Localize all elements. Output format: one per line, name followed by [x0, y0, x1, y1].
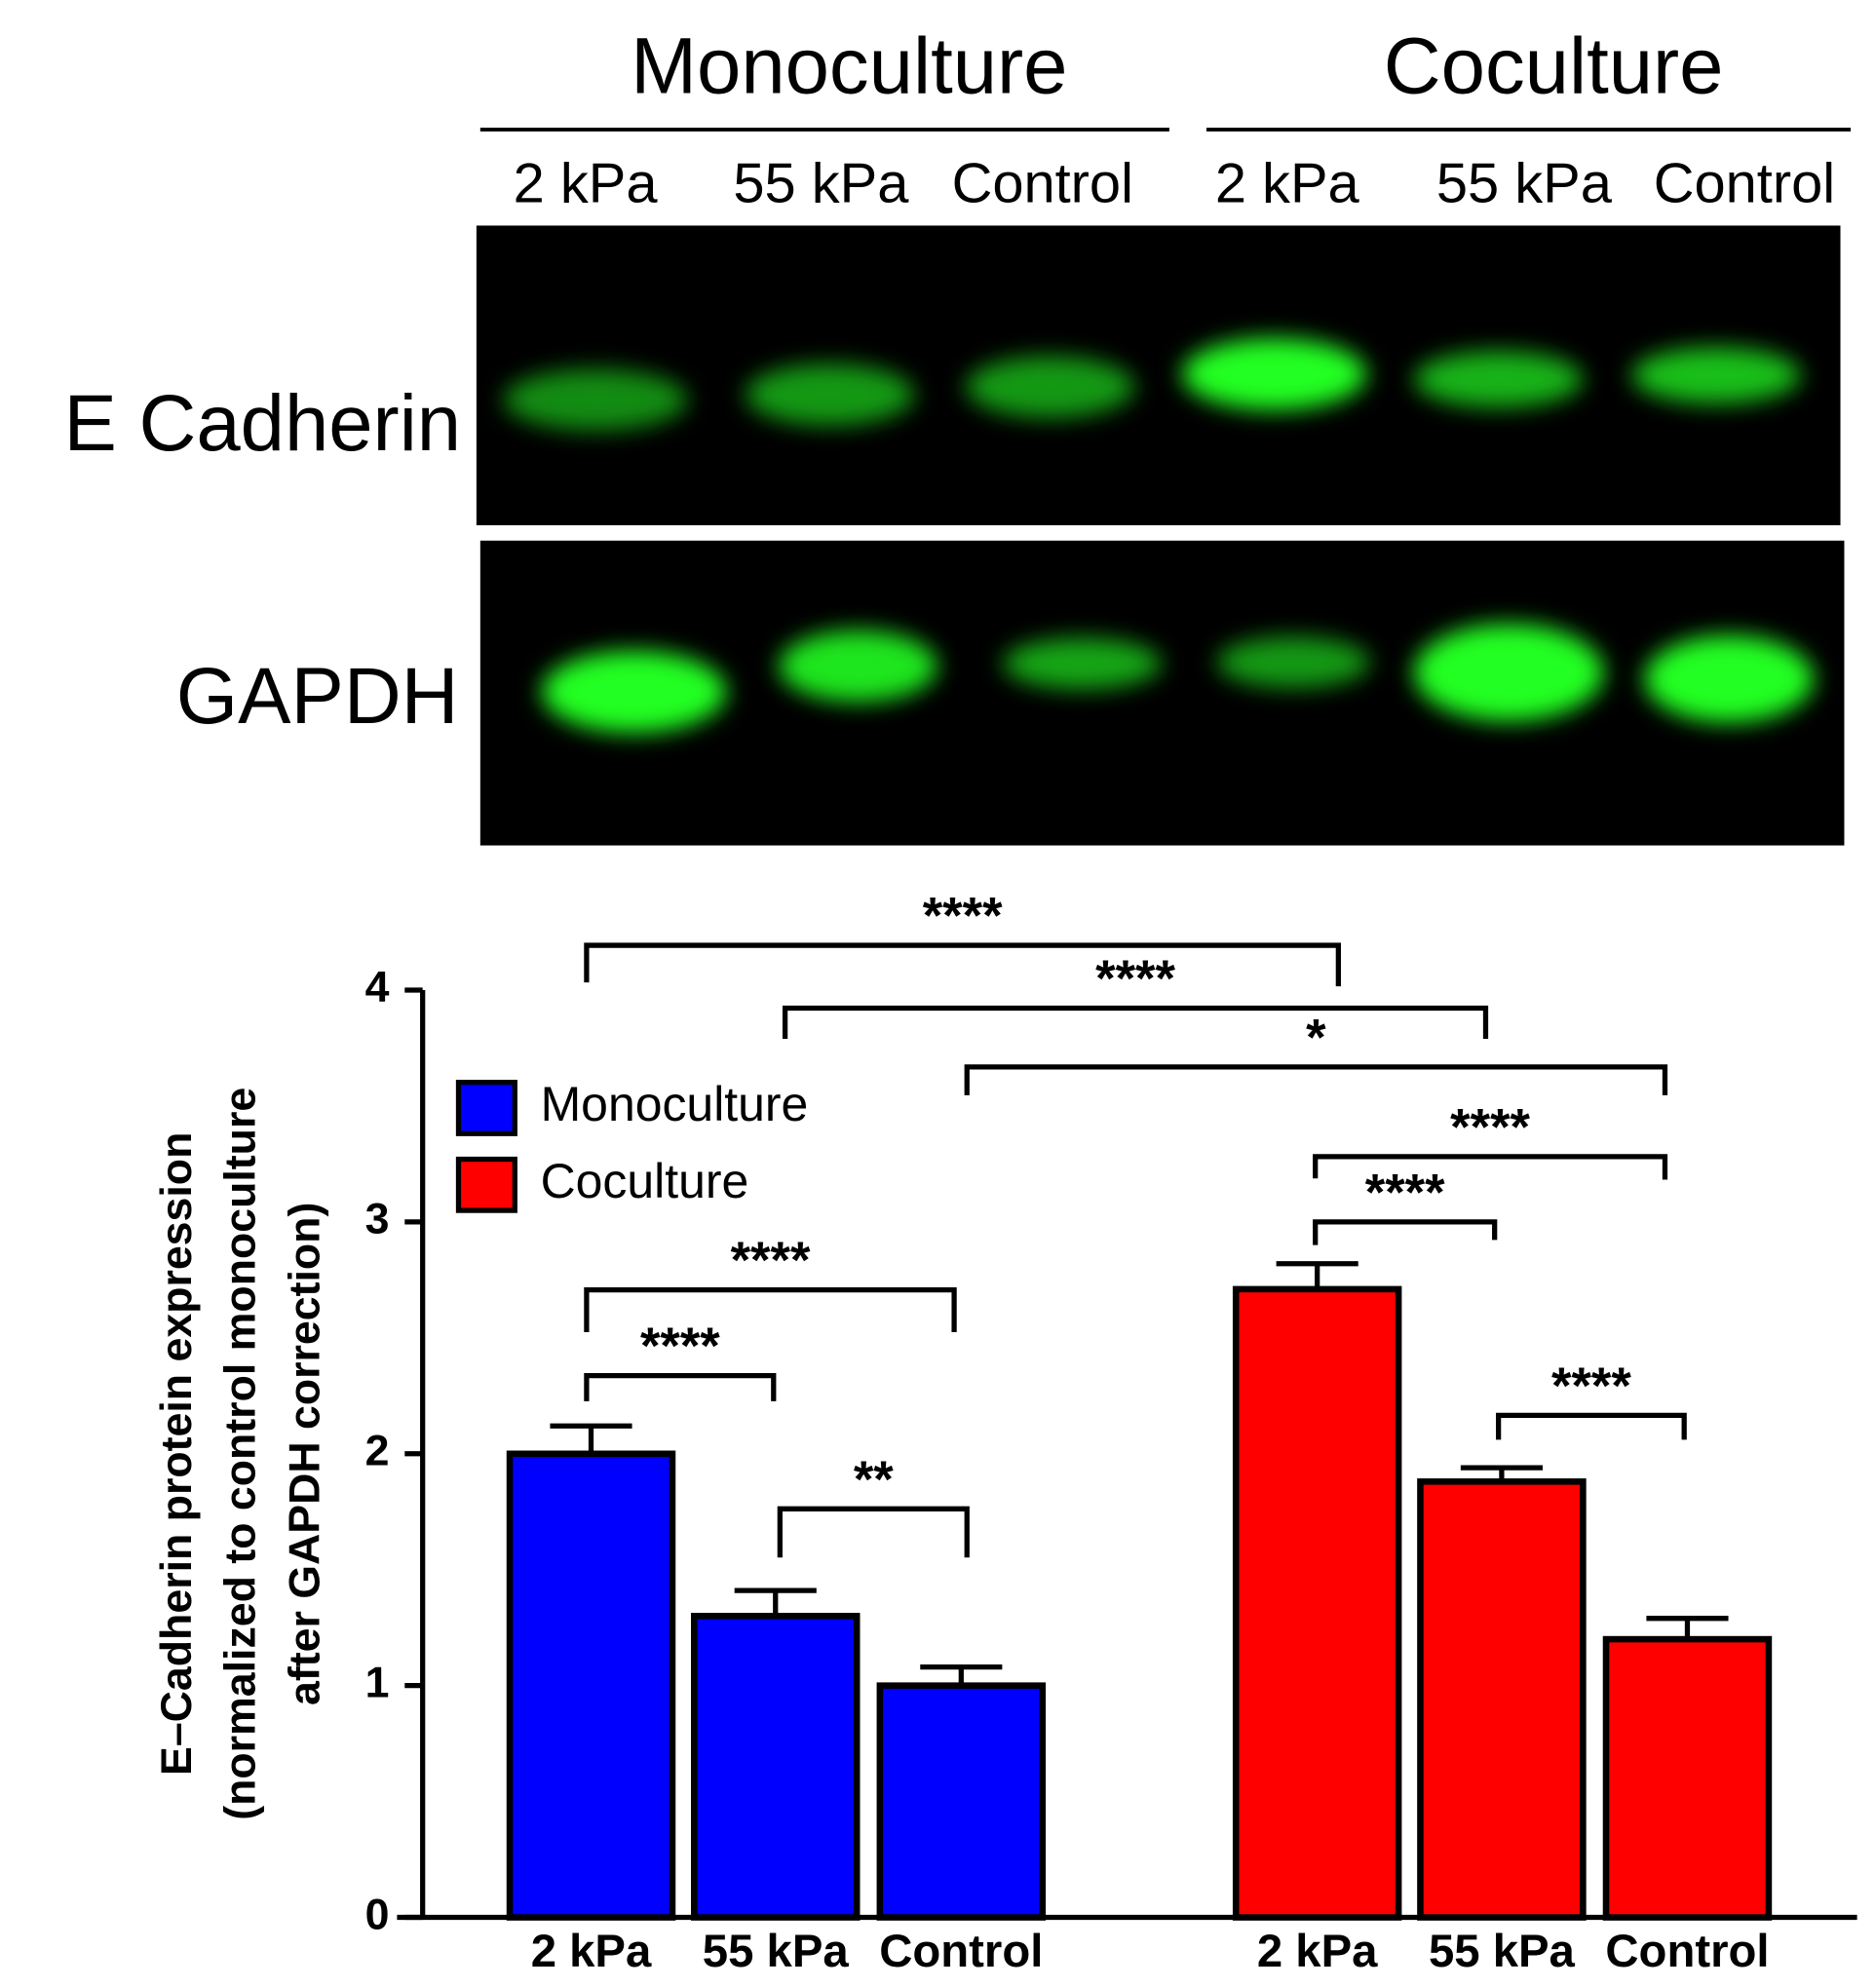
y-tick-label: 1	[365, 1659, 390, 1706]
row-label: GAPDH	[176, 652, 459, 741]
lane-label: 2 kPa	[514, 152, 659, 214]
y-axis-label: E–Cadherin protein expression (normalized…	[153, 1088, 328, 1820]
x-tick-label: Control	[1605, 1926, 1769, 1977]
bar	[691, 1613, 861, 1921]
blot-band	[541, 650, 727, 733]
significance-bracket	[777, 1506, 970, 1558]
lane-label: Control	[1654, 152, 1835, 214]
y-axis-label-line: after GAPDH correction)	[281, 1203, 328, 1705]
bar	[1602, 1635, 1773, 1921]
blot-band	[745, 363, 915, 426]
blot-band	[1413, 351, 1584, 408]
significance-label: ****	[640, 1318, 720, 1375]
x-tick-label: 2 kPa	[1257, 1926, 1378, 1977]
blot-band	[503, 368, 688, 431]
significance-bracket	[964, 1064, 1668, 1095]
bar	[506, 1450, 676, 1921]
significance-label: **	[854, 1451, 894, 1509]
blot-band	[1003, 637, 1162, 690]
blot-band	[1631, 347, 1801, 404]
blot-band	[1413, 624, 1604, 722]
x-tick-label: Control	[879, 1926, 1043, 1977]
blot-band	[965, 356, 1135, 418]
significance-bracket	[584, 942, 1341, 987]
y-axis-label-line: E–Cadherin protein expression	[153, 1132, 201, 1776]
legend-swatch	[455, 1080, 517, 1136]
western-blot: Monoculture Coculture E Cadherin GAPDH	[64, 21, 1852, 846]
group-label: Coculture	[1384, 21, 1724, 110]
significance-label: ****	[1365, 1165, 1445, 1222]
significance-label: ****	[731, 1232, 811, 1289]
legend-swatch	[455, 1156, 517, 1213]
lane-label: 2 kPa	[1215, 152, 1360, 214]
y-tick-label: 3	[365, 1196, 390, 1243]
lane-label: 55 kPa	[733, 152, 909, 214]
significance-label: ****	[1450, 1099, 1530, 1157]
bar	[1417, 1478, 1587, 1921]
bar	[1232, 1285, 1402, 1921]
blot-band	[1182, 338, 1367, 410]
y-tick-label: 4	[365, 964, 390, 1012]
blot-band	[1644, 635, 1814, 723]
significance-bracket	[1495, 1412, 1687, 1440]
significance-bracket	[584, 1373, 777, 1401]
legend-label: Coculture	[541, 1154, 749, 1208]
x-tick-label: 2 kPa	[531, 1926, 652, 1977]
significance-label: ****	[1095, 950, 1175, 1008]
significance-bracket	[1313, 1154, 1668, 1180]
lane-label: 55 kPa	[1436, 152, 1613, 214]
group-label: Monoculture	[631, 21, 1067, 110]
significance-bracket	[1313, 1219, 1498, 1245]
blot-panel	[476, 225, 1841, 525]
significance-label: ****	[1551, 1357, 1631, 1415]
significance-bracket	[584, 1286, 957, 1332]
y-tick-label: 0	[365, 1891, 390, 1938]
legend-label: Monoculture	[541, 1077, 809, 1131]
x-tick-label: 55 kPa	[703, 1926, 850, 1977]
y-tick-label: 2	[365, 1428, 390, 1475]
significance-label: ****	[923, 888, 1003, 945]
blot-band	[1216, 636, 1371, 688]
lane-label: Control	[952, 152, 1133, 214]
bar	[876, 1682, 1047, 1921]
blot-band	[779, 630, 938, 703]
significance-label: *	[1306, 1010, 1326, 1067]
significance-bracket	[782, 1005, 1489, 1039]
x-tick-label: 55 kPa	[1429, 1926, 1576, 1977]
y-axis-label-line: (normalized to control monoculture	[216, 1088, 264, 1820]
row-label: E Cadherin	[64, 379, 462, 468]
